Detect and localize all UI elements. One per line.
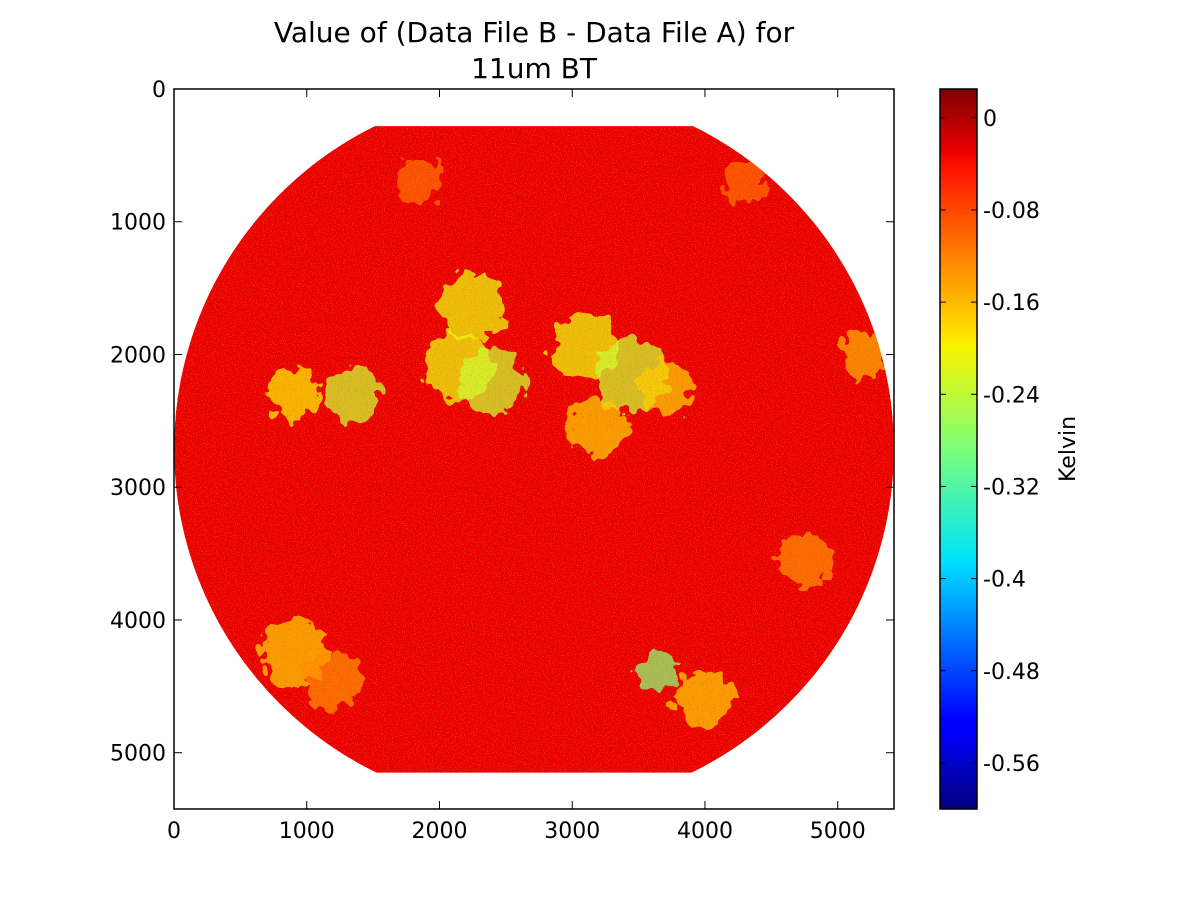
x-axis: 0 1000 2000 3000 4000 5000 [167, 89, 866, 844]
y-tick-label-2: 2000 [110, 343, 166, 368]
y-tick-label-4: 4000 [110, 609, 166, 634]
x-tick-label-0: 0 [167, 819, 181, 844]
y-tick-label-3: 3000 [110, 476, 166, 501]
y-tick-label-0: 0 [152, 78, 166, 103]
chart-title-line-2: 11um BT [471, 52, 597, 85]
x-tick-label-5: 5000 [810, 819, 866, 844]
colorbar-ticks: 0 -0.08 -0.16 -0.24 -0.32 -0.4 -0.48 -0.56 [940, 107, 1040, 777]
colorbar-tick-label-1: -0.08 [983, 199, 1040, 224]
plot-area [174, 126, 894, 773]
chart-title-line-1: Value of (Data File B - Data File A) for [273, 16, 795, 49]
x-tick-label-2: 2000 [411, 819, 467, 844]
colorbar-tick-label-0: 0 [983, 107, 997, 132]
x-tick-label-3: 3000 [544, 819, 600, 844]
colorbar-tick-label-2: -0.16 [983, 291, 1040, 316]
y-tick-label-1: 1000 [110, 211, 166, 236]
plot-frame [173, 88, 895, 810]
disk-noise-texture [174, 126, 894, 773]
x-tick-label-4: 4000 [677, 819, 733, 844]
colorbar-label: Kelvin [1056, 416, 1081, 482]
colorbar-gradient [940, 89, 977, 809]
colorbar: 0 -0.08 -0.16 -0.24 -0.32 -0.4 -0.48 -0.56 Kelv… [939, 88, 1081, 810]
colorbar-tick-label-4: -0.32 [983, 475, 1040, 500]
y-axis: 0 1000 2000 3000 4000 5000 [110, 78, 894, 767]
colorbar-tick-label-6: -0.48 [983, 660, 1040, 685]
colorbar-frame [939, 88, 978, 810]
colorbar-tick-label-3: -0.24 [983, 383, 1040, 408]
y-tick-label-5: 5000 [110, 742, 166, 767]
colorbar-tick-label-7: -0.56 [983, 752, 1040, 777]
earth-disk-image [174, 126, 894, 773]
x-tick-label-1: 1000 [279, 819, 335, 844]
colorbar-tick-label-5: -0.4 [983, 568, 1026, 593]
